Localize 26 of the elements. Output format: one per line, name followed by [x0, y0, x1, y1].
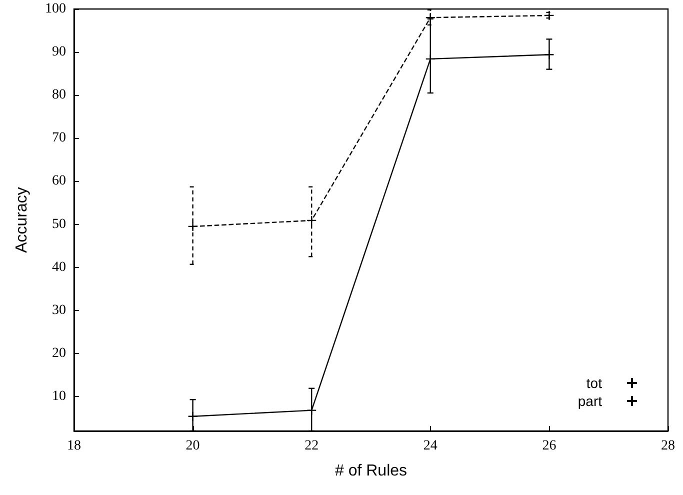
- x-tick-label: 28: [661, 438, 675, 454]
- point: [425, 54, 436, 64]
- point: [188, 221, 198, 232]
- point: [544, 50, 554, 60]
- x-tick-label: 22: [304, 438, 319, 454]
- y-tick-label: 10: [52, 389, 66, 404]
- point: [306, 215, 317, 226]
- x-axis-title: # of Rules: [334, 462, 408, 480]
- point: [306, 405, 317, 416]
- x-tick-label: 20: [186, 438, 200, 454]
- y-tick-label: 80: [52, 88, 66, 103]
- x-tick-label: 24: [423, 438, 438, 454]
- y-tick-label: 70: [52, 130, 66, 146]
- legend-label: part: [578, 393, 602, 409]
- x-tick-label: 18: [67, 438, 81, 454]
- y-tick-label: 50: [52, 216, 66, 232]
- y-tick-label: 40: [52, 260, 66, 275]
- y-tick-label: 90: [52, 44, 66, 60]
- point: [188, 411, 198, 422]
- y-axis-title: Accuracy: [14, 187, 30, 253]
- x-tick-label: 26: [542, 438, 556, 454]
- legend-label: tot: [586, 375, 602, 391]
- y-tick-label: 30: [52, 302, 66, 318]
- y-tick-label: 60: [52, 174, 66, 189]
- y-tick-label: 20: [52, 346, 66, 361]
- y-tick-label: 100: [45, 2, 66, 16]
